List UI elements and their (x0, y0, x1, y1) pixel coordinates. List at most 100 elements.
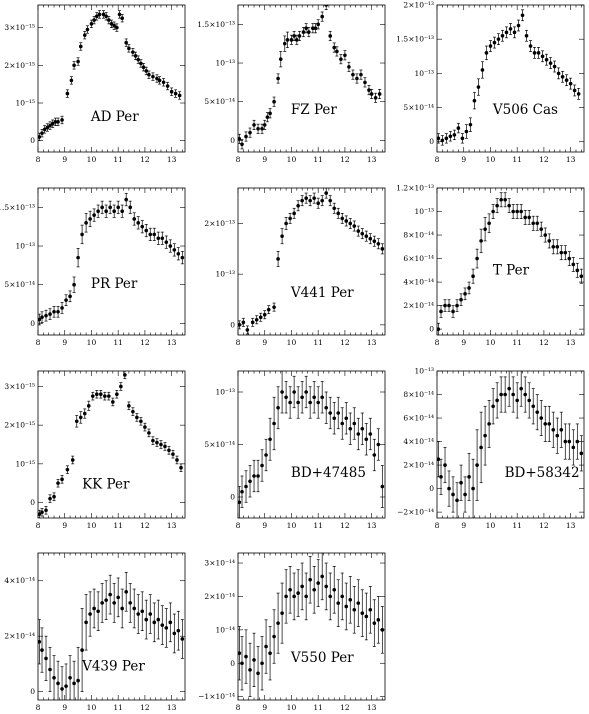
data-point (131, 409, 135, 414)
data-point (543, 422, 548, 426)
data-point (72, 63, 76, 68)
panel-fz-per: 8 9 10 11 12 13 0 5×10⁻¹⁴ 10⁻¹³ 1.5×10⁻¹³ FZ Per (197, 4, 386, 164)
data-point (307, 30, 311, 34)
data-point (53, 120, 58, 124)
data-point (84, 221, 88, 225)
x-tick-label: 8 (236, 338, 241, 347)
data-point (380, 484, 385, 489)
x-tick-label: 8 (36, 155, 41, 164)
data-point (95, 14, 99, 19)
data-point (312, 196, 316, 200)
y-tick-label: 2×10⁻¹⁴ (4, 632, 35, 641)
data-point (133, 54, 138, 58)
data-point (516, 23, 521, 28)
data-point (579, 451, 584, 456)
data-point (177, 93, 182, 98)
data-point (238, 323, 242, 327)
data-point (448, 134, 453, 139)
data-point (455, 498, 459, 503)
y-tick-label: 5×10⁻¹⁴ (403, 103, 434, 112)
data-point (56, 309, 60, 314)
x-tick-label: 12 (340, 521, 350, 530)
data-point (377, 92, 382, 96)
star-label-fz-per: FZ Per (291, 102, 338, 118)
data-point (152, 232, 157, 237)
panel-bd-47485: 8 9 10 11 12 13 0 5×10⁻¹⁴ 10⁻¹³ BD+47485 (204, 370, 386, 530)
data-point (335, 49, 339, 54)
data-point (559, 428, 564, 432)
data-point (455, 303, 459, 308)
data-point (48, 496, 52, 501)
data-point (340, 594, 345, 599)
data-point (276, 257, 280, 261)
data-point (288, 400, 292, 405)
data-point (240, 661, 244, 666)
data-point (160, 623, 165, 627)
data-point (552, 64, 557, 69)
x-tick-label: 11 (313, 155, 323, 164)
data-point (90, 394, 95, 398)
data-point (380, 628, 385, 632)
data-point (300, 584, 304, 589)
data-point (260, 126, 264, 131)
x-tick-label: 10 (87, 703, 97, 712)
data-point (109, 22, 114, 26)
data-point (172, 248, 177, 252)
data-point (547, 239, 552, 243)
data-point (140, 609, 145, 614)
data-point (437, 136, 441, 141)
data-point (264, 453, 268, 457)
data-point (60, 687, 64, 691)
data-point (117, 12, 122, 17)
series-v439-per (38, 572, 185, 700)
star-label-v439-per: V439 Per (81, 659, 145, 675)
data-point (560, 74, 565, 79)
plot-frame (37, 4, 186, 153)
data-point (304, 594, 308, 599)
y-tick-label: 10⁻¹³ (215, 59, 235, 68)
y-tick-label: 0 (429, 484, 434, 493)
data-point (252, 658, 256, 662)
data-point (132, 217, 137, 221)
series-fz-per (238, 5, 382, 150)
data-point (68, 294, 72, 299)
y-tick-label: 0 (30, 136, 35, 145)
data-point (575, 268, 580, 273)
data-point (292, 34, 296, 38)
data-point (311, 26, 315, 31)
data-point (380, 247, 385, 251)
data-point (69, 78, 74, 83)
data-point (515, 398, 519, 403)
y-tick-label: 8×10⁻¹⁴ (403, 390, 434, 399)
data-point (78, 415, 83, 420)
x-tick-label: 12 (140, 703, 150, 712)
data-point (300, 395, 304, 400)
data-point (463, 292, 467, 296)
panel-bd-58342: 8 9 10 11 12 13 −2×10⁻¹⁴ 0 2×10⁻¹⁴ 4×10⁻¹⁴ 6×10⁻¹⁴… (397, 367, 585, 530)
panel-v441-per: 8 9 10 11 12 13 0 10⁻¹³ 2×10⁻¹³ V441 Per (204, 187, 386, 347)
data-point (108, 592, 112, 597)
data-point (56, 481, 60, 485)
y-tick-label: 5×10⁻¹⁴ (4, 280, 35, 289)
panel-v506-cas: 8 9 10 11 12 13 0 5×10⁻¹⁴ 10⁻¹³ 1.5×10⁻¹³ 2×10⁻¹³ V… (396, 1, 585, 164)
data-point (258, 315, 263, 320)
data-point (148, 612, 153, 616)
data-point (316, 581, 320, 585)
data-point (100, 601, 104, 605)
data-point (112, 209, 116, 214)
data-point (112, 601, 116, 605)
data-point (272, 305, 276, 309)
data-point (440, 138, 445, 143)
data-point (576, 92, 581, 96)
x-tick-label: 8 (236, 521, 241, 530)
data-point (292, 211, 296, 216)
x-tick-label: 13 (167, 155, 177, 164)
data-point (104, 209, 108, 214)
data-point (276, 405, 280, 410)
data-point (483, 433, 487, 438)
data-point (262, 312, 267, 317)
data-point (248, 668, 252, 672)
x-tick-label: 10 (486, 521, 496, 530)
y-tick-label: 5×10⁻¹⁴ (204, 440, 235, 449)
data-point (82, 33, 87, 37)
